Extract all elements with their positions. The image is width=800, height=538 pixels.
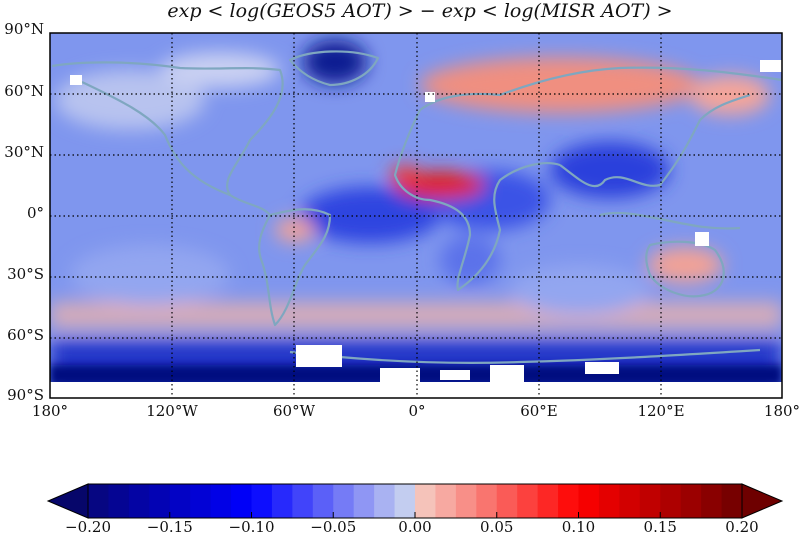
colorbar-cell (639, 484, 661, 518)
lon-label-180w: 180° (31, 402, 69, 420)
colorbar-cell (88, 484, 109, 518)
colorbar-cell (496, 484, 518, 518)
coastlines (51, 50, 782, 364)
colorbar-cell (149, 484, 171, 518)
colorbar-cell (251, 484, 273, 518)
colorbar-cell (312, 484, 334, 518)
colorbar-cell (190, 484, 212, 518)
colorbar-cell (455, 484, 477, 518)
lat-label-90n: 90°N (4, 20, 44, 38)
map-title: exp < log(GEOS5 AOT) > − exp < log(MISR … (167, 0, 673, 22)
colorbar-tick-label: −0.05 (310, 518, 357, 536)
lat-label-90s: 90°S (7, 386, 44, 404)
colorbar-extend-low (46, 483, 89, 519)
lat-label-30s: 30°S (7, 265, 44, 283)
colorbar-cell (271, 484, 293, 518)
lon-label-60e: 60°E (520, 402, 558, 420)
lat-label-30n: 30°N (4, 143, 44, 161)
colorbar-cell (701, 484, 723, 518)
colorbar-cells (88, 484, 743, 518)
graticule (50, 33, 782, 398)
lat-label-60n: 60°N (4, 82, 44, 100)
colorbar-cell (619, 484, 641, 518)
map-frame (49, 32, 783, 399)
colorbar-tick-label: 0.20 (725, 518, 759, 536)
colorbar-extend-high (741, 483, 784, 519)
colorbar-cell (598, 484, 620, 518)
colorbar-cell (394, 484, 416, 518)
lon-label-120w: 120°W (146, 402, 198, 420)
colorbar-tick-label: 0.10 (561, 518, 596, 536)
lon-label-120e: 120°E (637, 402, 685, 420)
colorbar-cell (476, 484, 498, 518)
colorbar-cell (210, 484, 232, 518)
colorbar-tick-label: −0.15 (146, 518, 193, 536)
lat-label-equator: 0° (26, 204, 44, 222)
colorbar-cell (374, 484, 396, 518)
colorbar-cell (578, 484, 600, 518)
colorbar-cell (558, 484, 579, 518)
colorbar-tick-label: −0.10 (228, 518, 275, 536)
colorbar-tick-label: 0.05 (480, 518, 514, 536)
lon-label-0: 0° (408, 402, 426, 420)
lon-label-180e: 180° (763, 402, 800, 420)
colorbar-cell (128, 484, 150, 518)
lon-label-60w: 60°W (272, 402, 315, 420)
missing-data-patches (50, 60, 782, 398)
colorbar-cell (415, 484, 436, 518)
colorbar-cell (292, 484, 314, 518)
colorbar-cell (108, 484, 130, 518)
colorbar-cell (353, 484, 375, 518)
colorbar-cell (435, 484, 457, 518)
colorbar-tick-label: −0.20 (65, 518, 111, 536)
colorbar-cell (169, 484, 191, 518)
difference-map (49, 32, 783, 399)
colorbar-cell (517, 484, 539, 518)
lat-label-60s: 60°S (7, 326, 44, 344)
colorbar-cell (231, 484, 252, 518)
colorbar-ticks (87, 512, 743, 518)
colorbar-cell (721, 484, 743, 518)
colorbar-cell (537, 484, 559, 518)
colorbar-tick-label: 0.15 (643, 518, 677, 536)
colorbar-cell (680, 484, 702, 518)
colorbar-cell (660, 484, 682, 518)
colorbar-tick-label: 0.00 (398, 518, 432, 536)
colorbar-cell (333, 484, 355, 518)
